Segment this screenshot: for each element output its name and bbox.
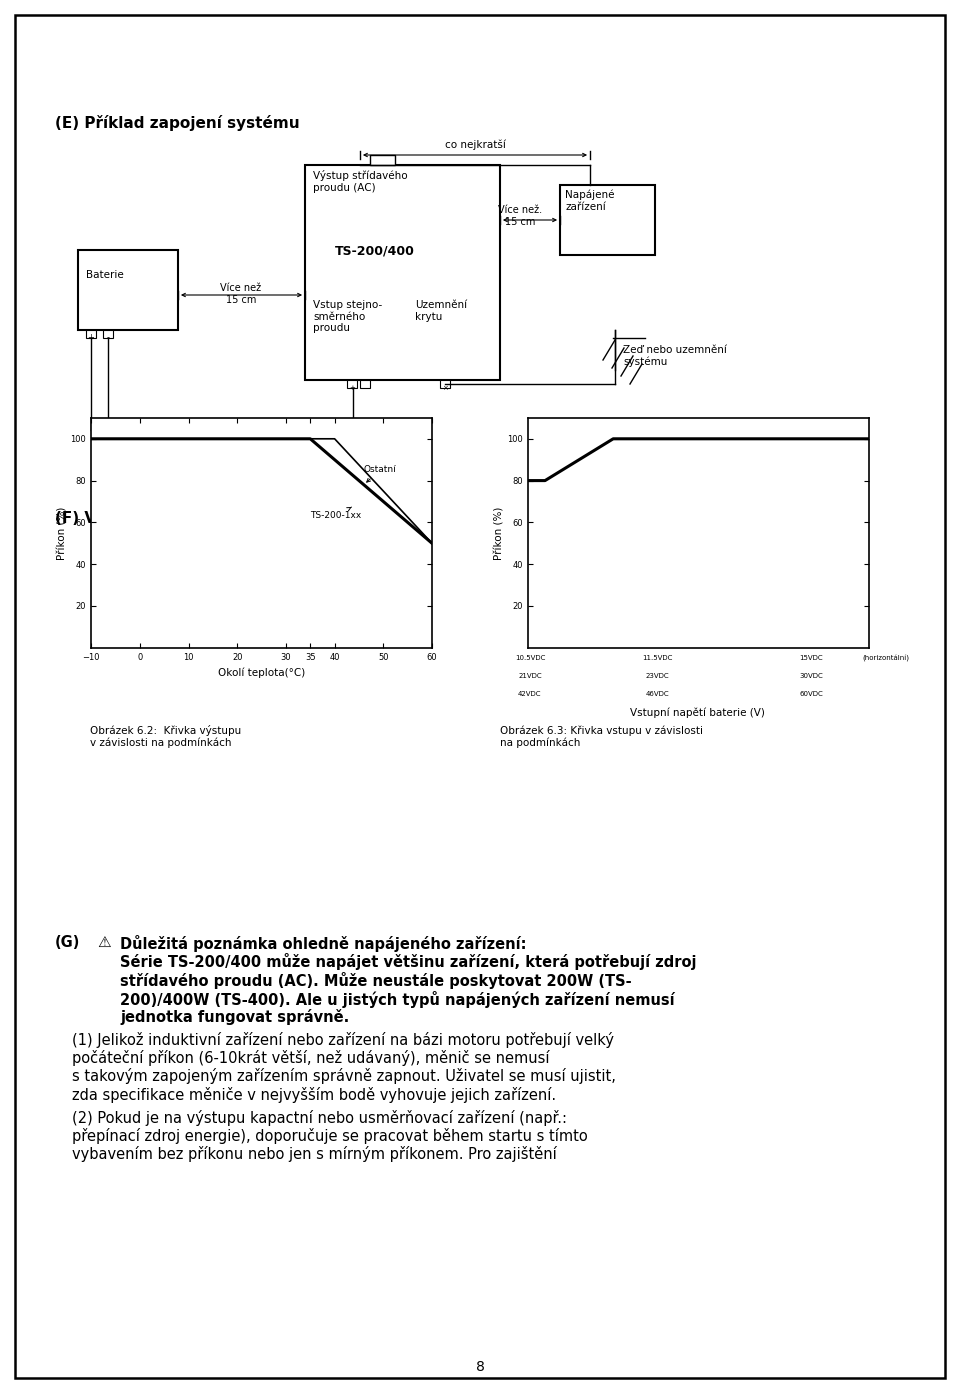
Text: ×: × bbox=[442, 384, 448, 391]
Text: Obrázek 6.2:  Křivka výstupu
v závislosti na podmínkách: Obrázek 6.2: Křivka výstupu v závislosti… bbox=[90, 724, 241, 748]
Text: (1) Jelikož induktivní zařízení nebo zařízení na bázi motoru potřebují velký: (1) Jelikož induktivní zařízení nebo zař… bbox=[72, 1031, 614, 1048]
Text: co nejkratší: co nejkratší bbox=[444, 139, 505, 150]
Text: 10.5VDC: 10.5VDC bbox=[515, 655, 545, 660]
Text: 30VDC: 30VDC bbox=[800, 673, 823, 678]
Text: 42VDC: 42VDC bbox=[518, 691, 541, 696]
Text: vybavením bez příkonu nebo jen s mírným příkonem. Pro zajištění: vybavením bez příkonu nebo jen s mírným … bbox=[72, 1146, 557, 1163]
Text: Obrázek 6.3: Křivka vstupu v závislosti
na podmínkách: Obrázek 6.3: Křivka vstupu v závislosti … bbox=[500, 724, 703, 748]
Text: +: + bbox=[87, 333, 94, 343]
Bar bbox=[305, 164, 500, 380]
Text: střídavého proudu (AC). Může neustále poskytovat 200W (TS-: střídavého proudu (AC). Může neustále po… bbox=[120, 972, 632, 989]
Bar bbox=[347, 380, 357, 389]
Text: 46VDC: 46VDC bbox=[646, 691, 669, 696]
Bar bbox=[440, 380, 450, 389]
Text: (G): (G) bbox=[55, 935, 81, 950]
Text: Více než.
15 cm: Více než. 15 cm bbox=[498, 205, 542, 227]
Text: 11.5VDC: 11.5VDC bbox=[642, 655, 673, 660]
Text: 60VDC: 60VDC bbox=[800, 691, 823, 696]
Text: (2) Pokud je na výstupu kapactní nebo usměrňovací zařízení (např.:: (2) Pokud je na výstupu kapactní nebo us… bbox=[72, 1109, 567, 1126]
Text: Více než
15 cm: Více než 15 cm bbox=[221, 283, 261, 305]
Text: 15VDC: 15VDC bbox=[800, 655, 823, 660]
Bar bbox=[78, 249, 178, 330]
Y-axis label: Příkon (%): Příkon (%) bbox=[494, 506, 505, 560]
Text: (F) Výkon v závislosti na podmínkách: (F) Výkon v závislosti na podmínkách bbox=[55, 510, 374, 527]
Text: Série TS-200/400 může napájet většinu zařízení, která potřebují zdroj: Série TS-200/400 může napájet většinu za… bbox=[120, 953, 697, 971]
Text: Napájené
zařízení: Napájené zařízení bbox=[565, 189, 614, 212]
Text: Nejlépe kratší než 1,5 m: Nejlépe kratší než 1,5 m bbox=[152, 440, 278, 450]
Text: s takovým zapojeným zařízením správně zapnout. Uživatel se musí ujistit,: s takovým zapojeným zařízením správně za… bbox=[72, 1068, 616, 1085]
Bar bbox=[360, 380, 370, 389]
Text: ⚠: ⚠ bbox=[97, 935, 110, 950]
Text: Výstup střídavého
proudu (AC): Výstup střídavého proudu (AC) bbox=[313, 170, 408, 192]
Text: 23VDC: 23VDC bbox=[646, 673, 669, 678]
Text: -: - bbox=[364, 384, 367, 391]
Text: 21VDC: 21VDC bbox=[518, 673, 541, 678]
Text: +: + bbox=[349, 384, 355, 391]
Text: TS-200-1xx: TS-200-1xx bbox=[310, 507, 362, 520]
Text: jednotka fungovat správně.: jednotka fungovat správně. bbox=[120, 1009, 349, 1025]
Text: Důležitá poznámka ohledně napájeného zařízení:: Důležitá poznámka ohledně napájeného zař… bbox=[120, 935, 526, 951]
Text: 200)/400W (TS-400). Ale u jistých typů napájených zařízení nemusí: 200)/400W (TS-400). Ale u jistých typů n… bbox=[120, 990, 675, 1007]
Y-axis label: Příkon (%): Příkon (%) bbox=[58, 506, 68, 560]
Text: (E) Příklad zapojení systému: (E) Příklad zapojení systému bbox=[55, 116, 300, 131]
Text: zda specifikace měniče v nejvyšším bodě vyhovuje jejich zařízení.: zda specifikace měniče v nejvyšším bodě … bbox=[72, 1087, 556, 1103]
Text: Ostatní: Ostatní bbox=[364, 465, 396, 482]
Text: TS-200/400: TS-200/400 bbox=[335, 245, 415, 258]
Bar bbox=[86, 330, 96, 338]
Text: Vstup stejno-
směrného
proudu: Vstup stejno- směrného proudu bbox=[313, 299, 382, 333]
Text: počáteční příkon (6-10krát větší, než udávaný), měnič se nemusí: počáteční příkon (6-10krát větší, než ud… bbox=[72, 1050, 549, 1066]
Text: Vstupní napětí baterie (V): Vstupní napětí baterie (V) bbox=[631, 708, 765, 719]
X-axis label: Okolí teplota(°C): Okolí teplota(°C) bbox=[218, 667, 305, 677]
Text: přepínací zdroj energie), doporučuje se pracovat během startu s tímto: přepínací zdroj energie), doporučuje se … bbox=[72, 1128, 588, 1144]
Text: Baterie: Baterie bbox=[86, 270, 124, 280]
Bar bbox=[370, 155, 395, 164]
Text: 8: 8 bbox=[475, 1360, 485, 1373]
Text: -: - bbox=[107, 333, 109, 343]
Bar bbox=[103, 330, 113, 338]
Text: Zeď nebo uzemnění
systému: Zeď nebo uzemnění systému bbox=[623, 345, 727, 368]
Bar bbox=[560, 185, 655, 255]
Text: Uzemnění
krytu: Uzemnění krytu bbox=[415, 299, 468, 322]
Text: (horizontální): (horizontální) bbox=[862, 655, 909, 662]
